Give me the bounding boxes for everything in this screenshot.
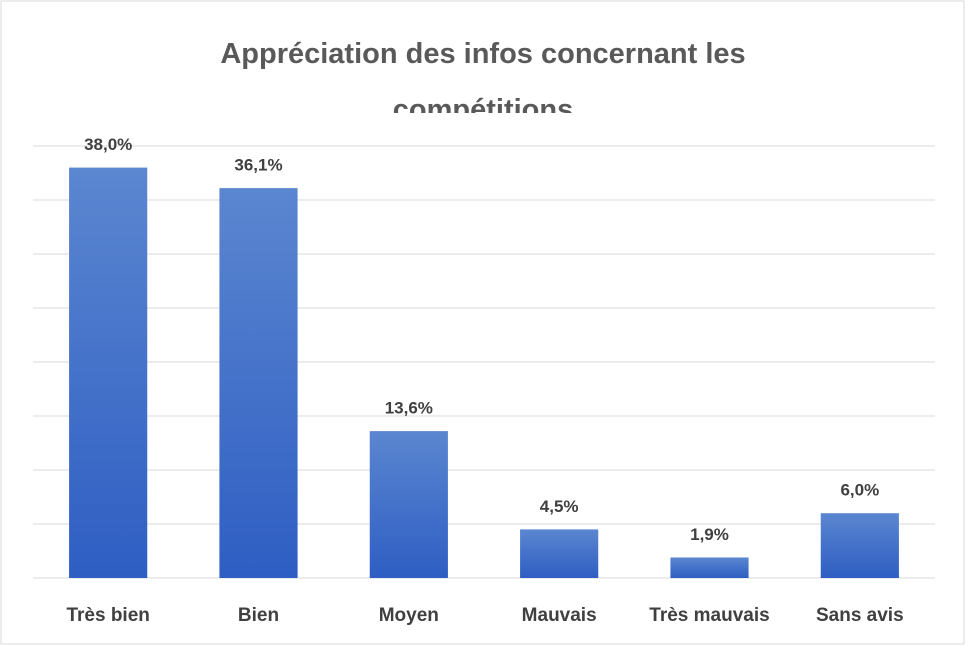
data-label: 38,0% <box>84 135 132 154</box>
data-label: 6,0% <box>840 481 879 500</box>
x-tick-label: Sans avis <box>816 605 904 626</box>
bar <box>69 167 148 578</box>
data-label: 1,9% <box>690 525 729 544</box>
bar <box>670 557 749 578</box>
x-tick-label: Très bien <box>66 605 149 626</box>
x-tick-label: Mauvais <box>522 605 597 626</box>
data-label: 4,5% <box>540 497 579 516</box>
x-tick-label: Très mauvais <box>649 605 769 626</box>
data-label: 36,1% <box>234 156 282 175</box>
bar <box>520 529 599 578</box>
chart-title: Appréciation des infos concernant les co… <box>220 38 746 113</box>
x-tick-label: Moyen <box>379 605 439 626</box>
bar <box>219 188 298 578</box>
data-label: 13,6% <box>385 399 433 418</box>
bar <box>369 431 448 578</box>
bar <box>820 513 899 578</box>
x-tick-label: Bien <box>238 605 279 626</box>
